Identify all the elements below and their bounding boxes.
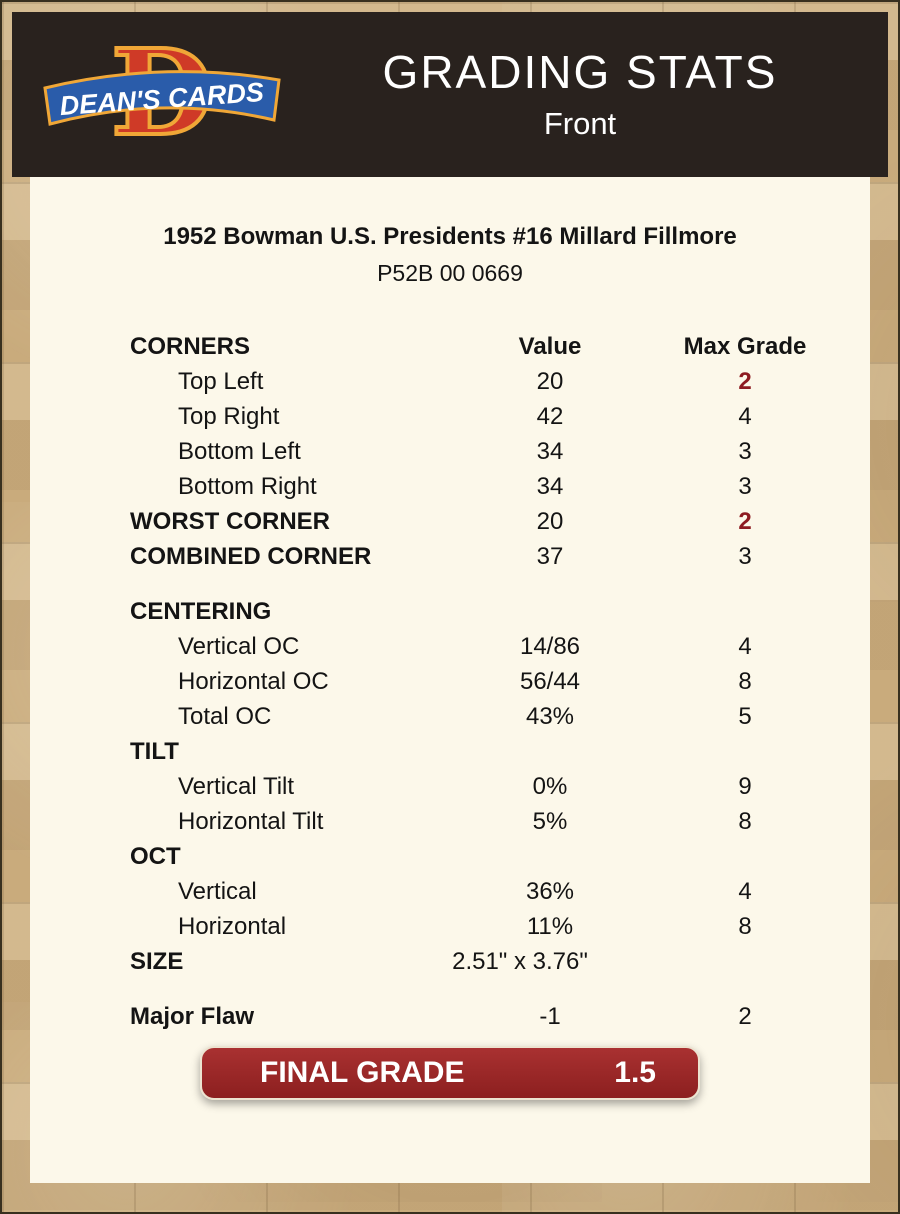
table-row: Total OC 43% 5 <box>130 699 870 734</box>
table-row: Vertical Tilt 0% 9 <box>130 769 870 804</box>
row-value: 0% <box>532 772 568 800</box>
row-max-grade: 8 <box>738 667 752 695</box>
row-label: Bottom Left <box>178 437 301 465</box>
row-label: Bottom Right <box>178 472 317 500</box>
row-value: 5% <box>532 807 568 835</box>
row-value: 2.51" x 3.76" <box>452 947 588 975</box>
page-subtitle: Front <box>543 105 617 141</box>
row-label: WORST CORNER <box>130 507 330 535</box>
row-max-grade: 9 <box>738 772 752 800</box>
table-row: Horizontal 11% 8 <box>130 909 870 944</box>
row-value: 34 <box>536 437 564 465</box>
row-label: TILT <box>130 737 179 765</box>
row-value: 43% <box>525 702 575 730</box>
row-max-grade: 3 <box>738 437 752 465</box>
row-max-grade: 8 <box>738 912 752 940</box>
row-max-grade: 4 <box>738 632 752 660</box>
row-max-grade: 2 <box>738 507 752 535</box>
header-bar: D DEAN'S CARDS GRADING STATS Front <box>12 12 888 177</box>
table-row: Horizontal OC 56/44 8 <box>130 664 870 699</box>
table-row: Vertical 36% 4 <box>130 874 870 909</box>
row-label: OCT <box>130 842 181 870</box>
row-label: CORNERS <box>130 332 251 360</box>
row-value: 37 <box>536 542 564 570</box>
logo-ribbon <box>43 70 281 126</box>
row-value: Value <box>518 332 582 360</box>
row-max-grade: 4 <box>738 877 752 905</box>
table-row: Vertical OC 14/86 4 <box>130 629 870 664</box>
table-row: Bottom Left 34 3 <box>130 434 870 469</box>
row-label: Total OC <box>178 702 272 730</box>
row-label: Horizontal Tilt <box>178 807 324 835</box>
stats-panel: 1952 Bowman U.S. Presidents #16 Millard … <box>30 177 870 1183</box>
row-label: SIZE <box>130 947 184 975</box>
row-value: 36% <box>525 877 575 905</box>
stats-table: CORNERS Value Max Grade Top Left 20 2 To… <box>30 329 870 1034</box>
row-max-grade: 2 <box>738 367 752 395</box>
table-row: COMBINED CORNER 37 3 <box>130 539 870 574</box>
deans-cards-logo-icon: D DEAN'S CARDS <box>43 32 281 157</box>
row-value: -1 <box>539 1002 561 1030</box>
row-value: 56/44 <box>519 667 581 695</box>
table-row: OCT <box>130 839 870 874</box>
table-row: Major Flaw -1 2 <box>130 999 870 1034</box>
row-max-grade: 8 <box>738 807 752 835</box>
table-row: SIZE 2.51" x 3.76" <box>130 944 870 979</box>
row-label: Vertical OC <box>178 632 300 660</box>
row-max-grade: Max Grade <box>683 332 807 360</box>
card-title: 1952 Bowman U.S. Presidents #16 Millard … <box>163 223 737 250</box>
row-value: 34 <box>536 472 564 500</box>
deans-cards-logo: D DEAN'S CARDS <box>12 32 312 157</box>
row-label: Top Left <box>178 367 264 395</box>
row-max-grade: 3 <box>738 542 752 570</box>
row-value: 42 <box>536 402 564 430</box>
table-row: Top Right 42 4 <box>130 399 870 434</box>
header-text: GRADING STATS Front <box>312 47 888 142</box>
row-label: Vertical Tilt <box>178 772 295 800</box>
row-value: 14/86 <box>519 632 581 660</box>
table-row: Bottom Right 34 3 <box>130 469 870 504</box>
table-row: CENTERING <box>130 594 870 629</box>
row-label: CENTERING <box>130 597 272 625</box>
row-label: Major Flaw <box>130 1002 255 1030</box>
row-label: Top Right <box>178 402 280 430</box>
row-value: 11% <box>526 912 574 940</box>
final-grade-bar: FINAL GRADE 1.5 <box>200 1046 700 1100</box>
row-max-grade: 4 <box>738 402 752 430</box>
row-label: COMBINED CORNER <box>130 542 372 570</box>
row-value: 20 <box>536 507 564 535</box>
table-row: Horizontal Tilt 5% 8 <box>130 804 870 839</box>
card-serial-number: P52B 00 0669 <box>377 260 523 286</box>
page-title: GRADING STATS <box>382 46 778 99</box>
final-grade-label: FINAL GRADE <box>260 1056 465 1089</box>
table-row: WORST CORNER 20 2 <box>130 504 870 539</box>
row-max-grade: 5 <box>738 702 752 730</box>
table-row: Top Left 20 2 <box>130 364 870 399</box>
table-row: TILT <box>130 734 870 769</box>
row-label: Horizontal OC <box>178 667 329 695</box>
row-label: Horizontal <box>178 912 287 940</box>
table-row: CORNERS Value Max Grade <box>130 329 870 364</box>
row-max-grade: 2 <box>738 1002 752 1030</box>
row-max-grade: 3 <box>738 472 752 500</box>
final-grade-value: 1.5 <box>614 1056 656 1089</box>
row-value: 20 <box>536 367 564 395</box>
row-label: Vertical <box>178 877 257 905</box>
